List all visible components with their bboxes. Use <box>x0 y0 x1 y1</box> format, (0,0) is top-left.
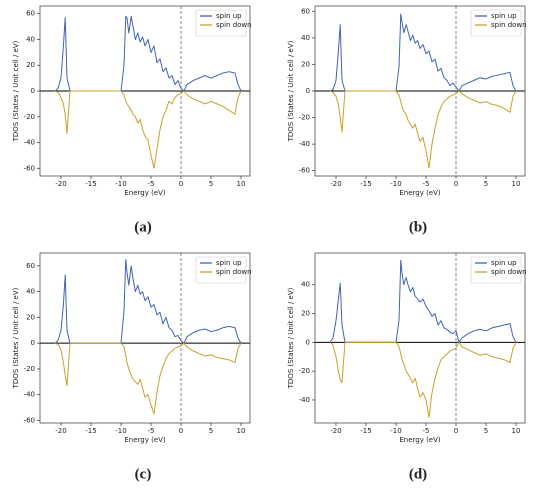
caption: (b) <box>409 219 427 235</box>
y-tick-label: 0 <box>31 87 35 95</box>
y-axis-label: TDOS (States / Unit cell / eV) <box>12 287 20 389</box>
dos-line <box>54 90 242 169</box>
x-tick-label: 10 <box>237 427 246 435</box>
x-tick-label: 5 <box>209 427 213 435</box>
y-tick-label: -20 <box>299 114 310 122</box>
y-tick-label: -40 <box>299 140 310 148</box>
x-tick-label: -5 <box>148 427 155 435</box>
y-tick-label: -20 <box>24 113 35 121</box>
x-tick-label: 0 <box>179 427 183 435</box>
x-tick-label: -5 <box>423 427 430 435</box>
y-axis-label: TDOS (States / Unit cell / eV) <box>12 40 20 142</box>
panel: -20 -15 -10 -5 0 5 10 -60 -40 -20 0 20 40 60 Energy (e… <box>287 5 527 235</box>
x-tick-label: -5 <box>423 180 430 188</box>
y-tick-label: 40 <box>301 281 310 289</box>
x-tick-label: 10 <box>237 180 246 188</box>
x-tick-label: -15 <box>85 427 96 435</box>
x-tick-label: 0 <box>179 180 183 188</box>
dos-line <box>329 90 517 169</box>
y-tick-label: -40 <box>24 391 35 399</box>
y-tick-label: 60 <box>26 262 35 270</box>
x-tick-label: -15 <box>360 180 371 188</box>
x-axis-label: Energy (eV) <box>124 436 166 444</box>
y-tick-label: -20 <box>299 367 310 375</box>
y-tick-label: -60 <box>299 167 310 175</box>
x-tick-label: -10 <box>390 427 401 435</box>
legend-label: spin up <box>491 259 517 267</box>
x-tick-label: 10 <box>512 427 521 435</box>
legend-label: spin up <box>216 12 242 20</box>
legend-label: spin down <box>491 21 527 29</box>
y-tick-label: 60 <box>26 10 35 18</box>
caption: (d) <box>409 466 427 482</box>
panel: -20 -15 -10 -5 0 5 10 -60 -40 -20 0 20 40 60 Energy (e… <box>12 5 252 235</box>
x-tick-label: -20 <box>55 180 66 188</box>
x-tick-label: 5 <box>484 427 488 435</box>
x-tick-label: -15 <box>360 427 371 435</box>
x-tick-label: -15 <box>85 180 96 188</box>
y-tick-label: 40 <box>26 35 35 43</box>
x-tick-label: 0 <box>454 427 458 435</box>
x-axis-label: Energy (eV) <box>399 436 441 444</box>
y-axis-label: TDOS (States / Unit cell / eV) <box>287 287 295 389</box>
y-tick-label: 0 <box>306 87 310 95</box>
y-tick-label: -40 <box>24 139 35 147</box>
x-tick-label: 5 <box>484 180 488 188</box>
y-tick-label: 40 <box>301 34 310 42</box>
x-tick-label: -10 <box>390 180 401 188</box>
plot-frame <box>314 252 526 424</box>
x-tick-label: -20 <box>330 427 341 435</box>
x-tick-label: -5 <box>148 180 155 188</box>
legend-label: spin down <box>216 21 252 29</box>
x-tick-label: -20 <box>330 180 341 188</box>
y-tick-label: 20 <box>26 61 35 69</box>
y-tick-label: 40 <box>26 288 35 296</box>
y-tick-label: -40 <box>299 396 310 404</box>
x-tick-label: 10 <box>512 180 521 188</box>
panel: -20 -15 -10 -5 0 5 10 -40 -20 0 20 40 Energy (eV) TDO… <box>287 252 527 482</box>
caption: (a) <box>134 219 152 235</box>
y-tick-label: 0 <box>31 339 35 347</box>
legend-label: spin up <box>491 12 517 20</box>
y-tick-label: -20 <box>24 365 35 373</box>
x-tick-label: 0 <box>454 180 458 188</box>
y-tick-label: 20 <box>26 313 35 321</box>
panel: -20 -15 -10 -5 0 5 10 -60 -40 -20 0 20 40 60 Energy (e… <box>12 252 252 482</box>
dos-line <box>54 342 242 415</box>
legend-label: spin up <box>216 259 242 267</box>
plot-frame <box>39 252 251 424</box>
y-tick-label: 0 <box>306 338 310 346</box>
x-axis-label: Energy (eV) <box>124 189 166 197</box>
caption: (c) <box>135 466 152 482</box>
x-tick-label: -10 <box>115 180 126 188</box>
x-axis-label: Energy (eV) <box>399 189 441 197</box>
legend-label: spin down <box>491 268 527 276</box>
y-axis-label: TDOS (States / Unit cell / eV) <box>287 40 295 142</box>
x-tick-label: -20 <box>55 427 66 435</box>
legend-label: spin down <box>216 268 252 276</box>
x-tick-label: -10 <box>115 427 126 435</box>
y-tick-label: 20 <box>301 60 310 68</box>
y-tick-label: -60 <box>24 164 35 172</box>
y-tick-label: 60 <box>301 7 310 15</box>
x-tick-label: 5 <box>209 180 213 188</box>
y-tick-label: -60 <box>24 416 35 424</box>
y-tick-label: 20 <box>301 310 310 318</box>
dos-line <box>329 341 517 418</box>
